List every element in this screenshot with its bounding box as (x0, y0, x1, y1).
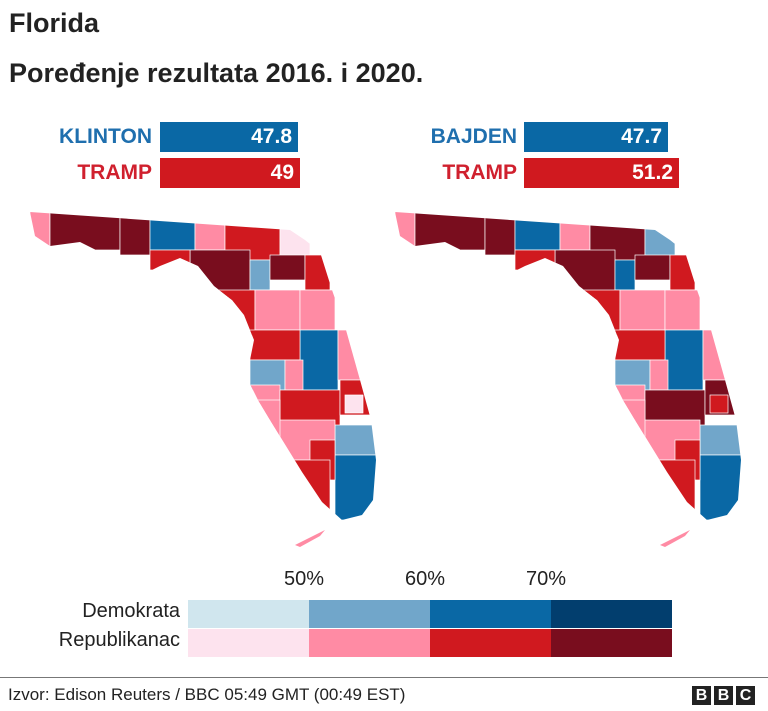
legend-swatch (430, 600, 551, 628)
legend-swatch (309, 600, 430, 628)
county (649, 459, 696, 520)
county (254, 289, 301, 331)
county (284, 359, 304, 391)
county (634, 254, 671, 281)
florida-keys (660, 530, 690, 547)
county (514, 219, 561, 251)
legend-tick-50: 50% (284, 568, 325, 590)
legend-swatch (430, 629, 551, 657)
county (209, 289, 256, 336)
dem-2020-label: BAJDEN (430, 125, 517, 148)
county (30, 212, 51, 251)
county (337, 329, 364, 381)
county (709, 394, 729, 414)
county (559, 221, 591, 251)
county (664, 329, 704, 391)
county (249, 259, 271, 291)
subtitle: Poređenje rezultata 2016. i 2020. (9, 58, 424, 88)
county (249, 329, 301, 361)
title: Florida (9, 8, 100, 38)
florida-map-2016 (30, 212, 376, 547)
rep-2016-label: TRAMP (77, 161, 152, 184)
county (699, 424, 741, 456)
county-maps (30, 212, 741, 547)
county (514, 249, 556, 271)
county (414, 212, 486, 251)
county (649, 359, 669, 391)
florida-map-2020 (395, 212, 741, 547)
county (334, 454, 376, 520)
bbc-logo: B B C (692, 686, 755, 705)
county (119, 212, 151, 256)
rep-2016-bar: 49 (160, 158, 300, 188)
legend-swatch (188, 600, 309, 628)
footer: Izvor: Edison Reuters / BBC 05:49 GMT (0… (0, 677, 768, 705)
county (149, 219, 196, 251)
county (395, 212, 416, 251)
county (669, 254, 696, 291)
rep-2020-label: TRAMP (442, 161, 517, 184)
county (574, 289, 621, 336)
county (194, 221, 226, 251)
county (699, 454, 741, 520)
county (614, 259, 636, 291)
county (664, 289, 701, 331)
county (284, 459, 331, 520)
county (299, 289, 336, 331)
county (304, 254, 331, 291)
dem-2020-bar: 47.7 (524, 122, 668, 152)
county (614, 329, 666, 361)
legend-rep-label: Republikanac (58, 629, 180, 651)
county (149, 249, 191, 271)
dem-2016-bar: 47.8 (160, 122, 298, 152)
county (702, 329, 729, 381)
florida-keys (295, 530, 325, 547)
legend-tick-70: 70% (526, 568, 567, 590)
county (49, 212, 121, 251)
legend-swatch (551, 600, 672, 628)
county (614, 399, 646, 451)
legend-swatch (309, 629, 430, 657)
rep-2020-bar: 51.2 (524, 158, 679, 188)
source-text: Izvor: Edison Reuters / BBC 05:49 GMT (0… (8, 685, 406, 704)
county (269, 254, 306, 281)
legend-dem-label: Demokrata (82, 600, 180, 622)
county (334, 424, 376, 456)
county (619, 289, 666, 331)
legend-tick-60: 60% (405, 568, 446, 590)
dem-2016-label: KLINTON (59, 125, 152, 148)
legend-swatch (551, 629, 672, 657)
legend-swatch (188, 629, 309, 657)
county (299, 329, 339, 391)
county (249, 399, 281, 451)
county (484, 212, 516, 256)
county (344, 394, 364, 414)
